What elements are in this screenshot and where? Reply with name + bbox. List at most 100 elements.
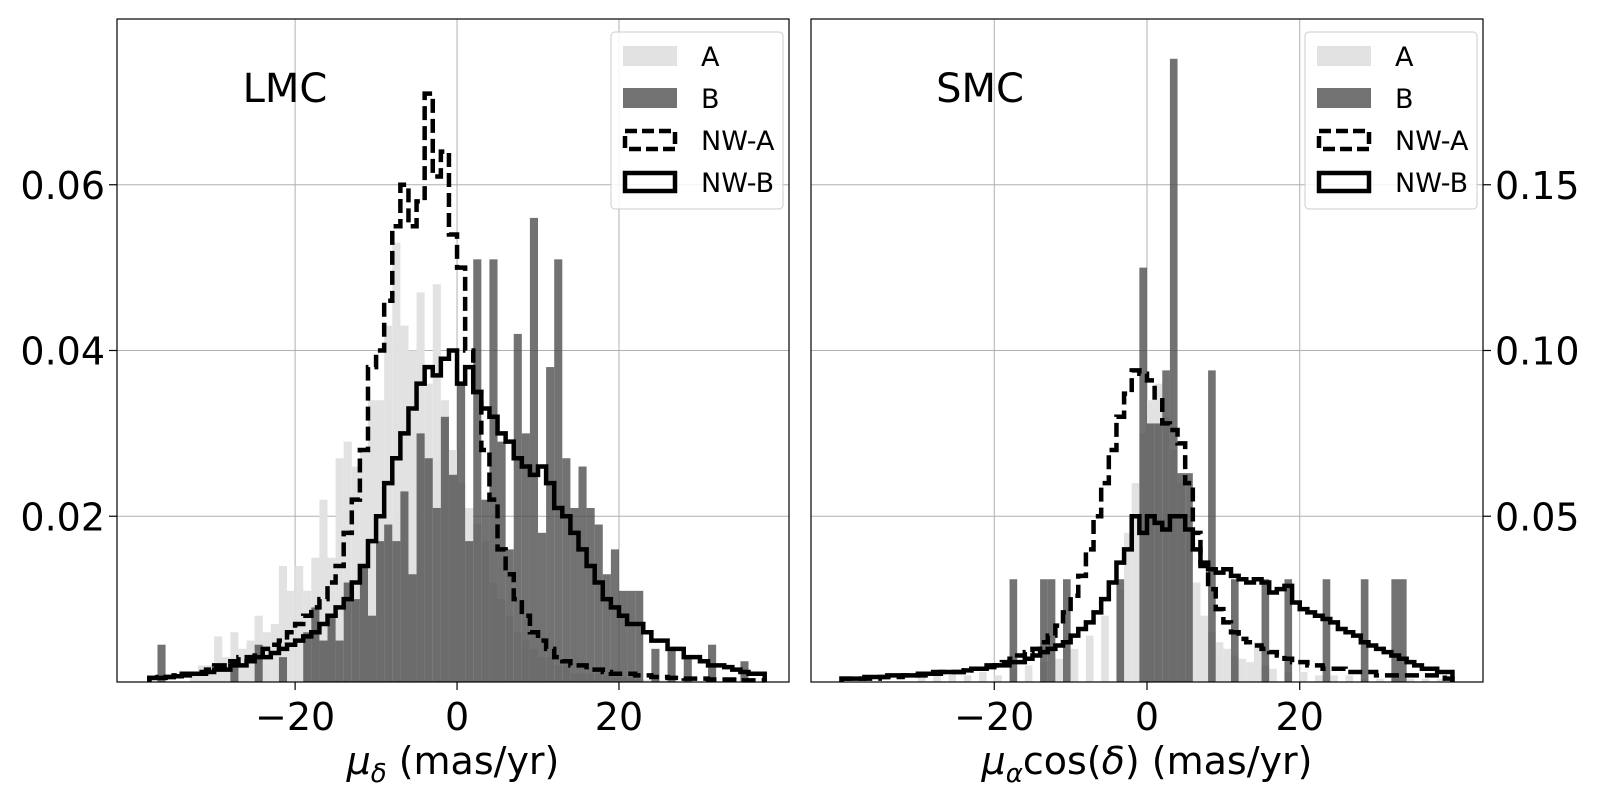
lmc-bar-a bbox=[659, 680, 668, 682]
lmc-xlabel-symbol: μ bbox=[346, 739, 371, 783]
lmc-bar-b bbox=[424, 458, 433, 682]
smc-bar-b bbox=[1040, 579, 1048, 682]
lmc-legend-swatch-nw-a bbox=[622, 128, 678, 152]
smc-legend-box bbox=[1304, 31, 1478, 210]
smc-bar-b bbox=[1162, 370, 1170, 682]
lmc-bar-b bbox=[505, 549, 514, 682]
lmc-legend-swatch-b bbox=[623, 88, 677, 108]
smc-step-nw-b bbox=[839, 514, 1455, 682]
smc-y-ticks: 0.05 0.10 0.15 bbox=[1483, 164, 1580, 539]
smc-bar-a bbox=[948, 672, 957, 682]
smc-x-ticks: −20 0 20 bbox=[954, 682, 1324, 739]
lmc-bar-b bbox=[457, 383, 466, 682]
lmc-bar-b bbox=[497, 441, 506, 682]
lmc-xlabel-unit: (mas/yr) bbox=[399, 739, 560, 783]
lmc-bar-a bbox=[319, 499, 328, 682]
smc-bar-a bbox=[1299, 672, 1308, 682]
lmc-xtick-label: −20 bbox=[255, 695, 335, 739]
smc-ytick-label: 0.15 bbox=[1495, 164, 1580, 208]
lmc-bar-a bbox=[432, 284, 441, 682]
lmc-bar-b bbox=[594, 524, 603, 682]
lmc-bar-b bbox=[319, 640, 328, 682]
lmc-bar-b bbox=[416, 433, 425, 682]
smc-xtick-label: 20 bbox=[1276, 695, 1324, 739]
smc-xlabel-symbol: μ bbox=[981, 739, 1006, 783]
smc-bar-b bbox=[1185, 473, 1193, 682]
smc-bar-b bbox=[1116, 579, 1125, 682]
lmc-bar-b bbox=[627, 590, 636, 682]
smc-x-axis-label: μαcos(δ) (mas/yr) bbox=[981, 739, 1313, 789]
smc-bar-a bbox=[963, 675, 972, 682]
smc-legend-label-b: B bbox=[1395, 84, 1414, 115]
smc-bar-a bbox=[1131, 483, 1140, 682]
lmc-step-nw-b bbox=[147, 348, 767, 682]
lmc-bar-b bbox=[578, 466, 587, 682]
lmc-bar-b bbox=[384, 524, 393, 682]
lmc-bar-b bbox=[376, 541, 385, 682]
smc-bar-a bbox=[1345, 675, 1354, 682]
lmc-bar-b bbox=[513, 333, 522, 682]
lmc-bar-b bbox=[327, 615, 336, 682]
smc-bar-a bbox=[1246, 662, 1254, 682]
smc-bar-a bbox=[1101, 615, 1109, 682]
lmc-bar-b bbox=[254, 644, 263, 682]
smc-bar-a bbox=[1223, 648, 1231, 682]
lmc-x-axis-label: μδ (mas/yr) bbox=[346, 739, 560, 789]
smc-bar-a bbox=[1406, 678, 1415, 682]
lmc-bar-b bbox=[311, 607, 320, 682]
smc-bar-a bbox=[1330, 675, 1338, 682]
smc-bar-b bbox=[1063, 579, 1071, 682]
smc-legend-label-nw-a: NW-A bbox=[1395, 126, 1469, 157]
lmc-bar-b bbox=[157, 644, 166, 682]
lmc-bar-a bbox=[287, 590, 296, 682]
lmc-bar-b bbox=[489, 259, 498, 682]
smc-bar-a bbox=[1437, 678, 1445, 682]
lmc-bar-b bbox=[521, 433, 530, 682]
lmc-bar-b bbox=[618, 590, 628, 682]
lmc-bar-b bbox=[367, 615, 377, 682]
smc-bar-a bbox=[1269, 668, 1277, 682]
lmc-xlabel-subscript: δ bbox=[371, 759, 387, 789]
lmc-steps bbox=[147, 91, 767, 683]
lmc-bar-a bbox=[384, 325, 393, 682]
smc-bars bbox=[917, 58, 1445, 682]
smc-bar-b bbox=[1208, 370, 1216, 682]
smc-bar-b bbox=[1177, 473, 1186, 682]
smc-legend-swatch-nw-a bbox=[1316, 128, 1372, 152]
smc-bar-a bbox=[1376, 678, 1384, 682]
lmc-bar-b bbox=[481, 499, 490, 682]
smc-bar-b bbox=[1322, 579, 1331, 682]
smc-panel: −20 0 20 0.05 0.10 0.15 SMC μαcos(δ) (mas/yr… bbox=[810, 18, 1580, 789]
smc-xlabel-rest: cos( bbox=[1023, 739, 1102, 783]
lmc-bar-b bbox=[392, 541, 401, 682]
smc-bar-b bbox=[1154, 423, 1163, 682]
smc-steps bbox=[839, 368, 1455, 682]
lmc-bar-b bbox=[683, 657, 692, 682]
lmc-legend-box bbox=[610, 31, 784, 210]
smc-bar-a bbox=[1421, 678, 1430, 682]
smc-bar-a bbox=[994, 675, 1002, 682]
smc-bar-b bbox=[1139, 267, 1147, 682]
smc-bar-a bbox=[1024, 665, 1033, 682]
lmc-bar-b bbox=[473, 259, 482, 682]
smc-legend: AB NW-A NW-B bbox=[1304, 31, 1478, 210]
smc-bar-b bbox=[1261, 579, 1270, 682]
smc-bar-a bbox=[1200, 615, 1209, 682]
smc-bar-b bbox=[1169, 58, 1178, 682]
smc-legend-swatch-b bbox=[1317, 88, 1371, 108]
smc-bar-a bbox=[1055, 658, 1063, 682]
lmc-bar-b bbox=[448, 474, 458, 682]
lmc-legend-swatch-a bbox=[623, 46, 677, 66]
lmc-bar-b bbox=[278, 657, 288, 682]
lmc-ytick-label: 0.06 bbox=[20, 164, 105, 208]
lmc-bar-b bbox=[610, 549, 619, 682]
smc-legend-swatch-a bbox=[1317, 46, 1371, 66]
lmc-title: LMC bbox=[243, 66, 328, 112]
lmc-bar-b bbox=[667, 648, 676, 682]
lmc-bar-b bbox=[465, 541, 474, 682]
lmc-bar-b bbox=[408, 574, 417, 682]
lmc-x-ticks: −20 0 20 bbox=[255, 682, 643, 739]
smc-ytick-label: 0.10 bbox=[1495, 330, 1580, 374]
lmc-bar-a bbox=[343, 441, 352, 682]
